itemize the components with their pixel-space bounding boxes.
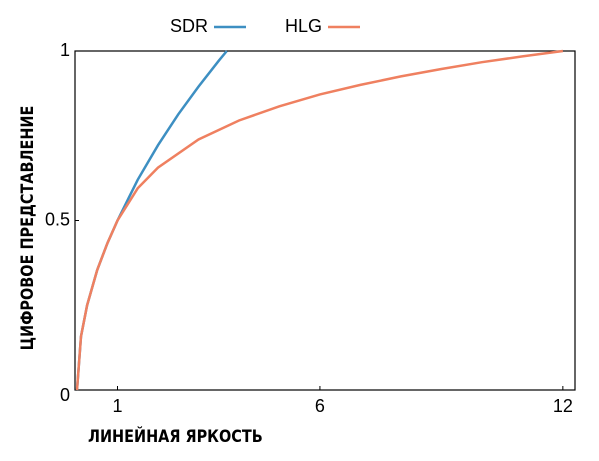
series-line bbox=[75, 50, 228, 391]
series-line bbox=[75, 49, 564, 391]
plot-frame bbox=[74, 50, 576, 391]
y-tick-label: 0.5 bbox=[45, 209, 70, 229]
legend-label: HLG bbox=[285, 16, 322, 36]
x-axis-label: ЛИНЕЙНАЯ ЯРКОСТЬ bbox=[88, 426, 263, 446]
y-tick-label: 0 bbox=[60, 385, 70, 405]
legend-label: SDR bbox=[170, 16, 208, 36]
x-tick-label: 6 bbox=[315, 396, 325, 416]
legend: SDR HLG bbox=[170, 16, 360, 36]
y-axis-label: ЦИФРОВОЕ ПРЕДСТАВЛЕНИЕ bbox=[17, 106, 37, 351]
x-tick-label: 1 bbox=[112, 396, 122, 416]
y-tick-label: 1 bbox=[60, 40, 70, 60]
x-tick-label: 12 bbox=[553, 396, 573, 416]
